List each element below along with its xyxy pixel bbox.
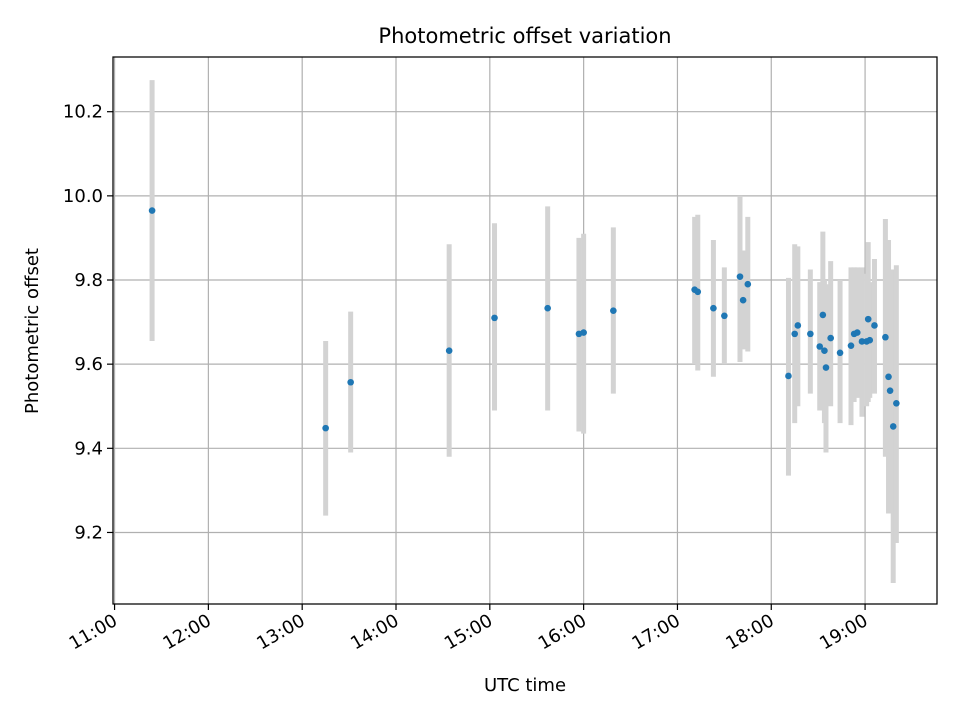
data-point [886,387,894,394]
data-point [739,296,747,304]
data-point [736,273,744,280]
x-tick-label: 15:00 [441,610,496,654]
data-point [148,207,156,214]
grid [113,57,937,604]
y-tick-label: 9.4 [74,438,103,459]
data-point [871,322,878,329]
x-tick-label: 16:00 [535,610,590,654]
data-point [721,312,728,320]
x-axis-ticks: 11:00 12:00 13:00 14:00 15:00 16:00 17:00 18:00… [66,604,872,654]
data-point [864,315,872,323]
data-point [807,330,814,338]
data-point [816,343,824,350]
y-tick-label: 10.0 [63,186,103,207]
x-axis-title: UTC time [484,675,566,696]
x-tick-label: 11:00 [66,610,121,654]
data-point [610,307,617,315]
data-points [148,207,900,432]
data-point [347,378,354,386]
y-tick-label: 9.8 [74,270,103,291]
data-point [819,311,827,319]
data-point [882,333,889,341]
data-point [322,424,329,432]
data-point [785,372,792,380]
data-point [893,399,900,407]
error-bars [149,80,899,583]
data-point [744,280,752,288]
data-point [544,304,551,312]
y-tick-label: 10.2 [63,102,103,123]
data-point [580,329,587,336]
data-point [491,314,498,322]
data-point [822,364,830,371]
data-point [836,349,844,357]
data-point [710,304,717,312]
y-tick-label: 9.6 [74,354,103,375]
x-tick-label: 13:00 [253,610,308,654]
x-tick-label: 18:00 [722,610,777,654]
data-point [858,338,866,345]
data-point [847,342,855,349]
x-tick-label: 14:00 [347,610,402,654]
x-tick-label: 19:00 [816,610,871,654]
data-point [791,330,799,338]
data-point [794,322,802,329]
data-point [889,423,897,430]
data-point [885,373,892,381]
data-point [694,288,702,296]
x-tick-label: 12:00 [159,610,214,654]
data-point [866,336,874,344]
y-tick-label: 9.2 [74,522,103,543]
chart-title: Photometric offset variation [378,24,671,48]
data-point [853,329,861,336]
data-point [445,347,453,354]
data-point [827,334,834,342]
y-axis-title: Photometric offset [22,248,43,414]
plot-area-frame [112,56,938,605]
x-tick-label: 17:00 [629,610,684,654]
data-point [821,347,828,354]
y-axis-ticks: 9.2 9.4 9.6 9.8 10.0 10.2 [63,102,113,543]
